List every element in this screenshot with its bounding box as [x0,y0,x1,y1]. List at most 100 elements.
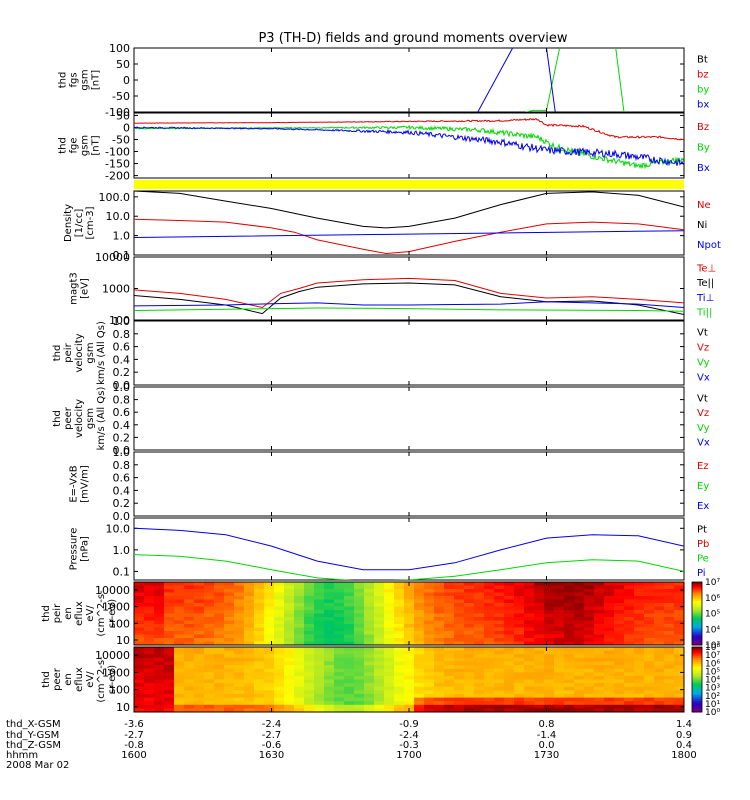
spectrogram-cell [594,582,605,587]
legend-item: Bt [697,55,708,66]
spectrogram-cell [434,661,445,666]
y-tick-label: 1000 [102,283,130,296]
spectrogram-cell [654,610,665,615]
spectrogram-cell [314,638,325,643]
spectrogram-cell [534,631,545,636]
spectrogram-cell [274,690,285,695]
colorbar-cell [692,679,702,683]
spectrogram-cell [484,582,495,587]
spectrogram-cell [274,657,285,662]
spectrogram-cell [184,690,195,695]
spectrogram-cell [274,624,285,629]
spectrogram-cell [584,697,595,702]
spectrogram-cell [264,631,275,636]
y-axis-label-line: velocity [74,333,85,372]
spectrogram-cell [304,668,315,673]
spectrogram-cell [224,654,235,659]
spectrogram-cell [364,697,375,702]
spectrogram-cell [224,672,235,677]
spectrogram-cell [334,620,345,625]
spectrogram-cell [584,638,595,643]
spectrogram-cell [324,620,335,625]
legend-item: Npot [697,240,721,251]
spectrogram-cell [324,613,335,618]
spectrogram-cell [664,650,675,655]
spectrogram-cell [204,686,215,691]
spectrogram-cell [284,693,295,699]
legend-item: Ez [697,461,709,472]
spectrogram-cell [574,683,585,688]
spectrogram-cell [164,585,175,590]
spectrogram-cell [494,686,505,691]
spectrogram-cell [254,620,265,625]
spectrogram-cell [334,697,345,702]
colorbar-cell [692,705,702,709]
legend-item: Vy [697,423,710,434]
spectrogram-cell [634,704,645,709]
spectrogram-cell [344,617,355,622]
spectrogram-cell [194,708,205,712]
spectrogram-cell [364,679,375,684]
spectrogram-cell [414,582,425,587]
spectrogram-cell [544,613,555,618]
spectrogram-cell [674,647,684,652]
spectrogram-cell [464,704,475,709]
spectrogram-cell [534,693,545,699]
spectrogram-cell [664,701,675,706]
colorbar-cell [692,666,702,670]
spectrogram-cell [154,617,165,622]
spectrogram-cell [424,697,435,702]
spectrogram-cell [144,634,155,639]
spectrogram-cell [474,675,485,681]
spectrogram-cell [164,620,175,625]
colorbar-cell [692,662,702,665]
spectrogram-cell [634,697,645,702]
colorbar-cell [692,594,702,598]
spectrogram-cell [634,589,645,594]
y-axis-label-line: km/s (All Qs) [96,387,107,451]
spectrogram-cell [254,665,265,670]
spectrogram-cell [334,672,345,677]
spectrogram-cell [164,603,175,608]
spectrogram-cell [384,668,395,673]
spectrogram-cell [664,693,675,699]
spectrogram-cell [364,650,375,655]
spectrogram-cell [304,704,315,709]
spectrogram-cell [324,647,335,652]
spectrogram-cell [644,679,655,684]
spectrogram-cell [324,650,335,655]
spectrogram-cell [464,582,475,587]
series-group [134,527,684,580]
spectrogram-cell [434,683,445,688]
spectrogram-cell [624,661,635,666]
spectrogram-cell [574,701,585,706]
spectrogram-cell [514,665,525,670]
spectrogram-cell [264,665,275,670]
spectrogram-cell [534,701,545,706]
spectrogram-cell [224,701,235,706]
spectrogram-cell [384,654,395,659]
spectrogram-cell [354,701,365,706]
spectrogram-cell [394,693,405,699]
spectrogram-cell [464,701,475,706]
spectrogram-cell [554,661,565,666]
spectrogram-cell [244,701,255,706]
spectrogram-cell [384,693,395,699]
spectrogram-cell [434,596,445,601]
spectrogram-cell [424,624,435,629]
spectrogram-cell [444,679,455,684]
spectrogram-cell [494,582,505,587]
y-axis-label: thdfgegsm[nT] [58,135,102,156]
spectrogram-cell [344,654,355,659]
spectrogram-cell [254,606,265,611]
spectrogram-cell [564,582,575,587]
spectrogram-cell [164,631,175,636]
spectrogram-cell [614,679,625,684]
spectrogram-cell [484,641,495,645]
spectrogram-cell [354,634,365,639]
spectrogram-cell [604,697,615,702]
panel-mode-bar [134,180,684,189]
spectrogram-cell [494,641,505,645]
spectrogram-cell [494,585,505,590]
spectrogram-cell [374,634,385,639]
